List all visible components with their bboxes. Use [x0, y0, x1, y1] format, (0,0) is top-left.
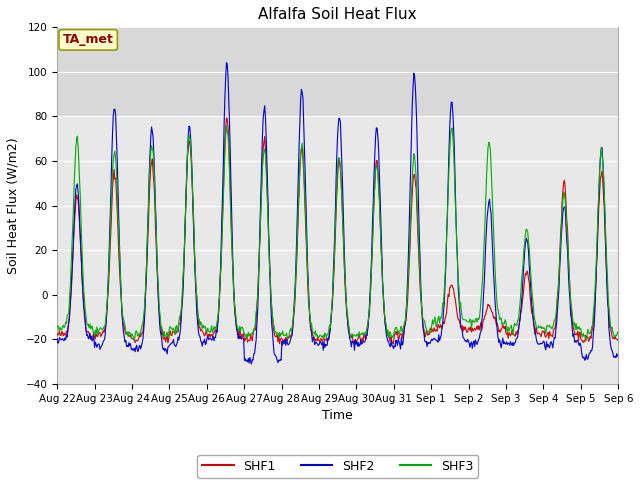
SHF2 — [424, 339, 432, 345]
SHF1 — [121, 328, 129, 334]
Line: SHF3: SHF3 — [57, 126, 618, 341]
SHF2 — [121, 339, 129, 345]
SHF3 — [614, 331, 622, 336]
SHF3 — [209, 330, 216, 336]
SHF1 — [614, 336, 622, 342]
SHF2 — [223, 60, 230, 65]
Y-axis label: Soil Heat Flux (W/m2): Soil Heat Flux (W/m2) — [7, 137, 20, 274]
SHF1 — [63, 331, 71, 336]
SHF3 — [131, 338, 138, 344]
Legend: SHF1, SHF2, SHF3: SHF1, SHF2, SHF3 — [197, 455, 478, 478]
Title: Alfalfa Soil Heat Flux: Alfalfa Soil Heat Flux — [259, 7, 417, 22]
SHF1 — [223, 115, 230, 121]
Line: SHF2: SHF2 — [57, 62, 618, 364]
SHF2 — [408, 131, 415, 136]
SHF1 — [351, 341, 359, 347]
SHF1 — [408, 206, 415, 212]
SHF1 — [424, 332, 432, 338]
SHF2 — [248, 361, 255, 367]
SHF2 — [63, 334, 71, 340]
Text: TA_met: TA_met — [63, 33, 113, 47]
SHF2 — [208, 337, 216, 343]
SHF1 — [53, 331, 61, 337]
SHF3 — [223, 123, 230, 129]
SHF1 — [208, 332, 216, 337]
Line: SHF1: SHF1 — [57, 118, 618, 344]
SHF3 — [408, 192, 415, 198]
Bar — [57, 27, 618, 117]
X-axis label: Time: Time — [323, 409, 353, 422]
SHF3 — [424, 328, 432, 334]
SHF2 — [178, 302, 186, 308]
SHF3 — [121, 323, 129, 328]
SHF2 — [53, 336, 61, 342]
SHF2 — [614, 353, 622, 359]
SHF3 — [179, 279, 187, 285]
SHF1 — [178, 302, 186, 308]
SHF3 — [53, 324, 61, 330]
SHF3 — [63, 312, 71, 318]
